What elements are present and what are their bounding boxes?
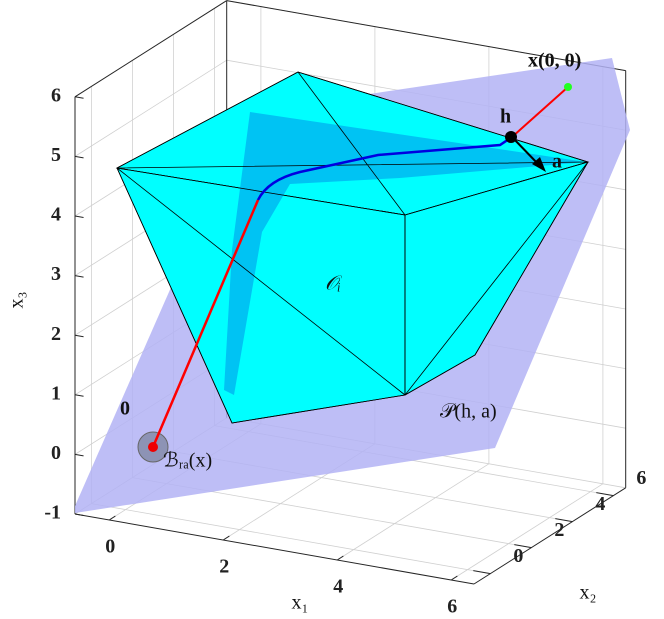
grid-line <box>450 483 604 581</box>
path-red <box>151 199 260 448</box>
edges <box>115 71 590 424</box>
box-edge <box>74 0 227 98</box>
tick-mark <box>336 555 344 561</box>
annotation: 𝒪ᵢ <box>325 273 343 295</box>
tick-mark <box>74 513 84 516</box>
goal-point <box>148 442 158 452</box>
z-tick-label: 6 <box>51 84 61 106</box>
annotation: a <box>552 151 562 173</box>
tick-mark <box>74 215 84 218</box>
x-axis-label: x₁ <box>292 592 309 614</box>
tick-mark <box>74 155 84 159</box>
tick-mark <box>473 570 491 575</box>
x-tick-label: 6 <box>447 596 457 618</box>
tick-mark <box>74 453 84 457</box>
z-tick-label: 1 <box>51 382 61 404</box>
polyhedron-edges <box>115 71 590 424</box>
x-tick-label: 0 <box>105 536 115 558</box>
y-tick-label: 2 <box>554 519 564 541</box>
z-axis-label: x₃ <box>6 292 28 309</box>
path-blue <box>256 135 513 201</box>
y-tick-label: 4 <box>595 493 605 515</box>
box-edge <box>74 513 475 585</box>
box-edge <box>226 0 626 72</box>
tick-mark <box>555 518 573 523</box>
grid-line <box>336 463 490 561</box>
x-tick-label: 4 <box>333 576 343 598</box>
tick-mark <box>108 515 116 521</box>
tick-mark <box>450 575 458 581</box>
annotation: x(0, 0) <box>528 50 581 72</box>
x-tick-label: 2 <box>219 556 229 578</box>
z-tick-label: 5 <box>51 144 61 166</box>
arrow-head <box>532 157 546 172</box>
path-red-end <box>511 86 569 138</box>
z-tick-label: 4 <box>51 204 61 226</box>
h-point <box>505 131 517 143</box>
tick-mark <box>74 96 84 99</box>
tick-mark <box>596 492 614 497</box>
annotation: 𝒫(h, a) <box>440 401 497 423</box>
annotation: 0 <box>120 398 130 420</box>
z-tick-label: 0 <box>51 442 61 464</box>
grid-line <box>74 59 227 157</box>
tick-mark <box>74 275 84 278</box>
tick-mark <box>222 535 230 541</box>
box-edge <box>473 487 626 585</box>
annotation: h <box>500 106 511 128</box>
z-tick-label: 3 <box>51 263 61 285</box>
tick-mark <box>74 334 84 338</box>
tick-mark <box>74 394 84 397</box>
intersection-band <box>224 112 586 395</box>
y-tick-label: 6 <box>636 467 646 489</box>
z-tick-label: 2 <box>51 323 61 345</box>
grid-line <box>91 503 491 574</box>
y-tick-label: 0 <box>513 545 523 567</box>
y-axis-label: x₂ <box>580 582 597 604</box>
annotation: ℬᵣₐ(x) <box>163 450 212 472</box>
z-tick-label: -1 <box>44 502 61 524</box>
tick-mark <box>514 544 532 549</box>
start-point <box>564 83 572 91</box>
